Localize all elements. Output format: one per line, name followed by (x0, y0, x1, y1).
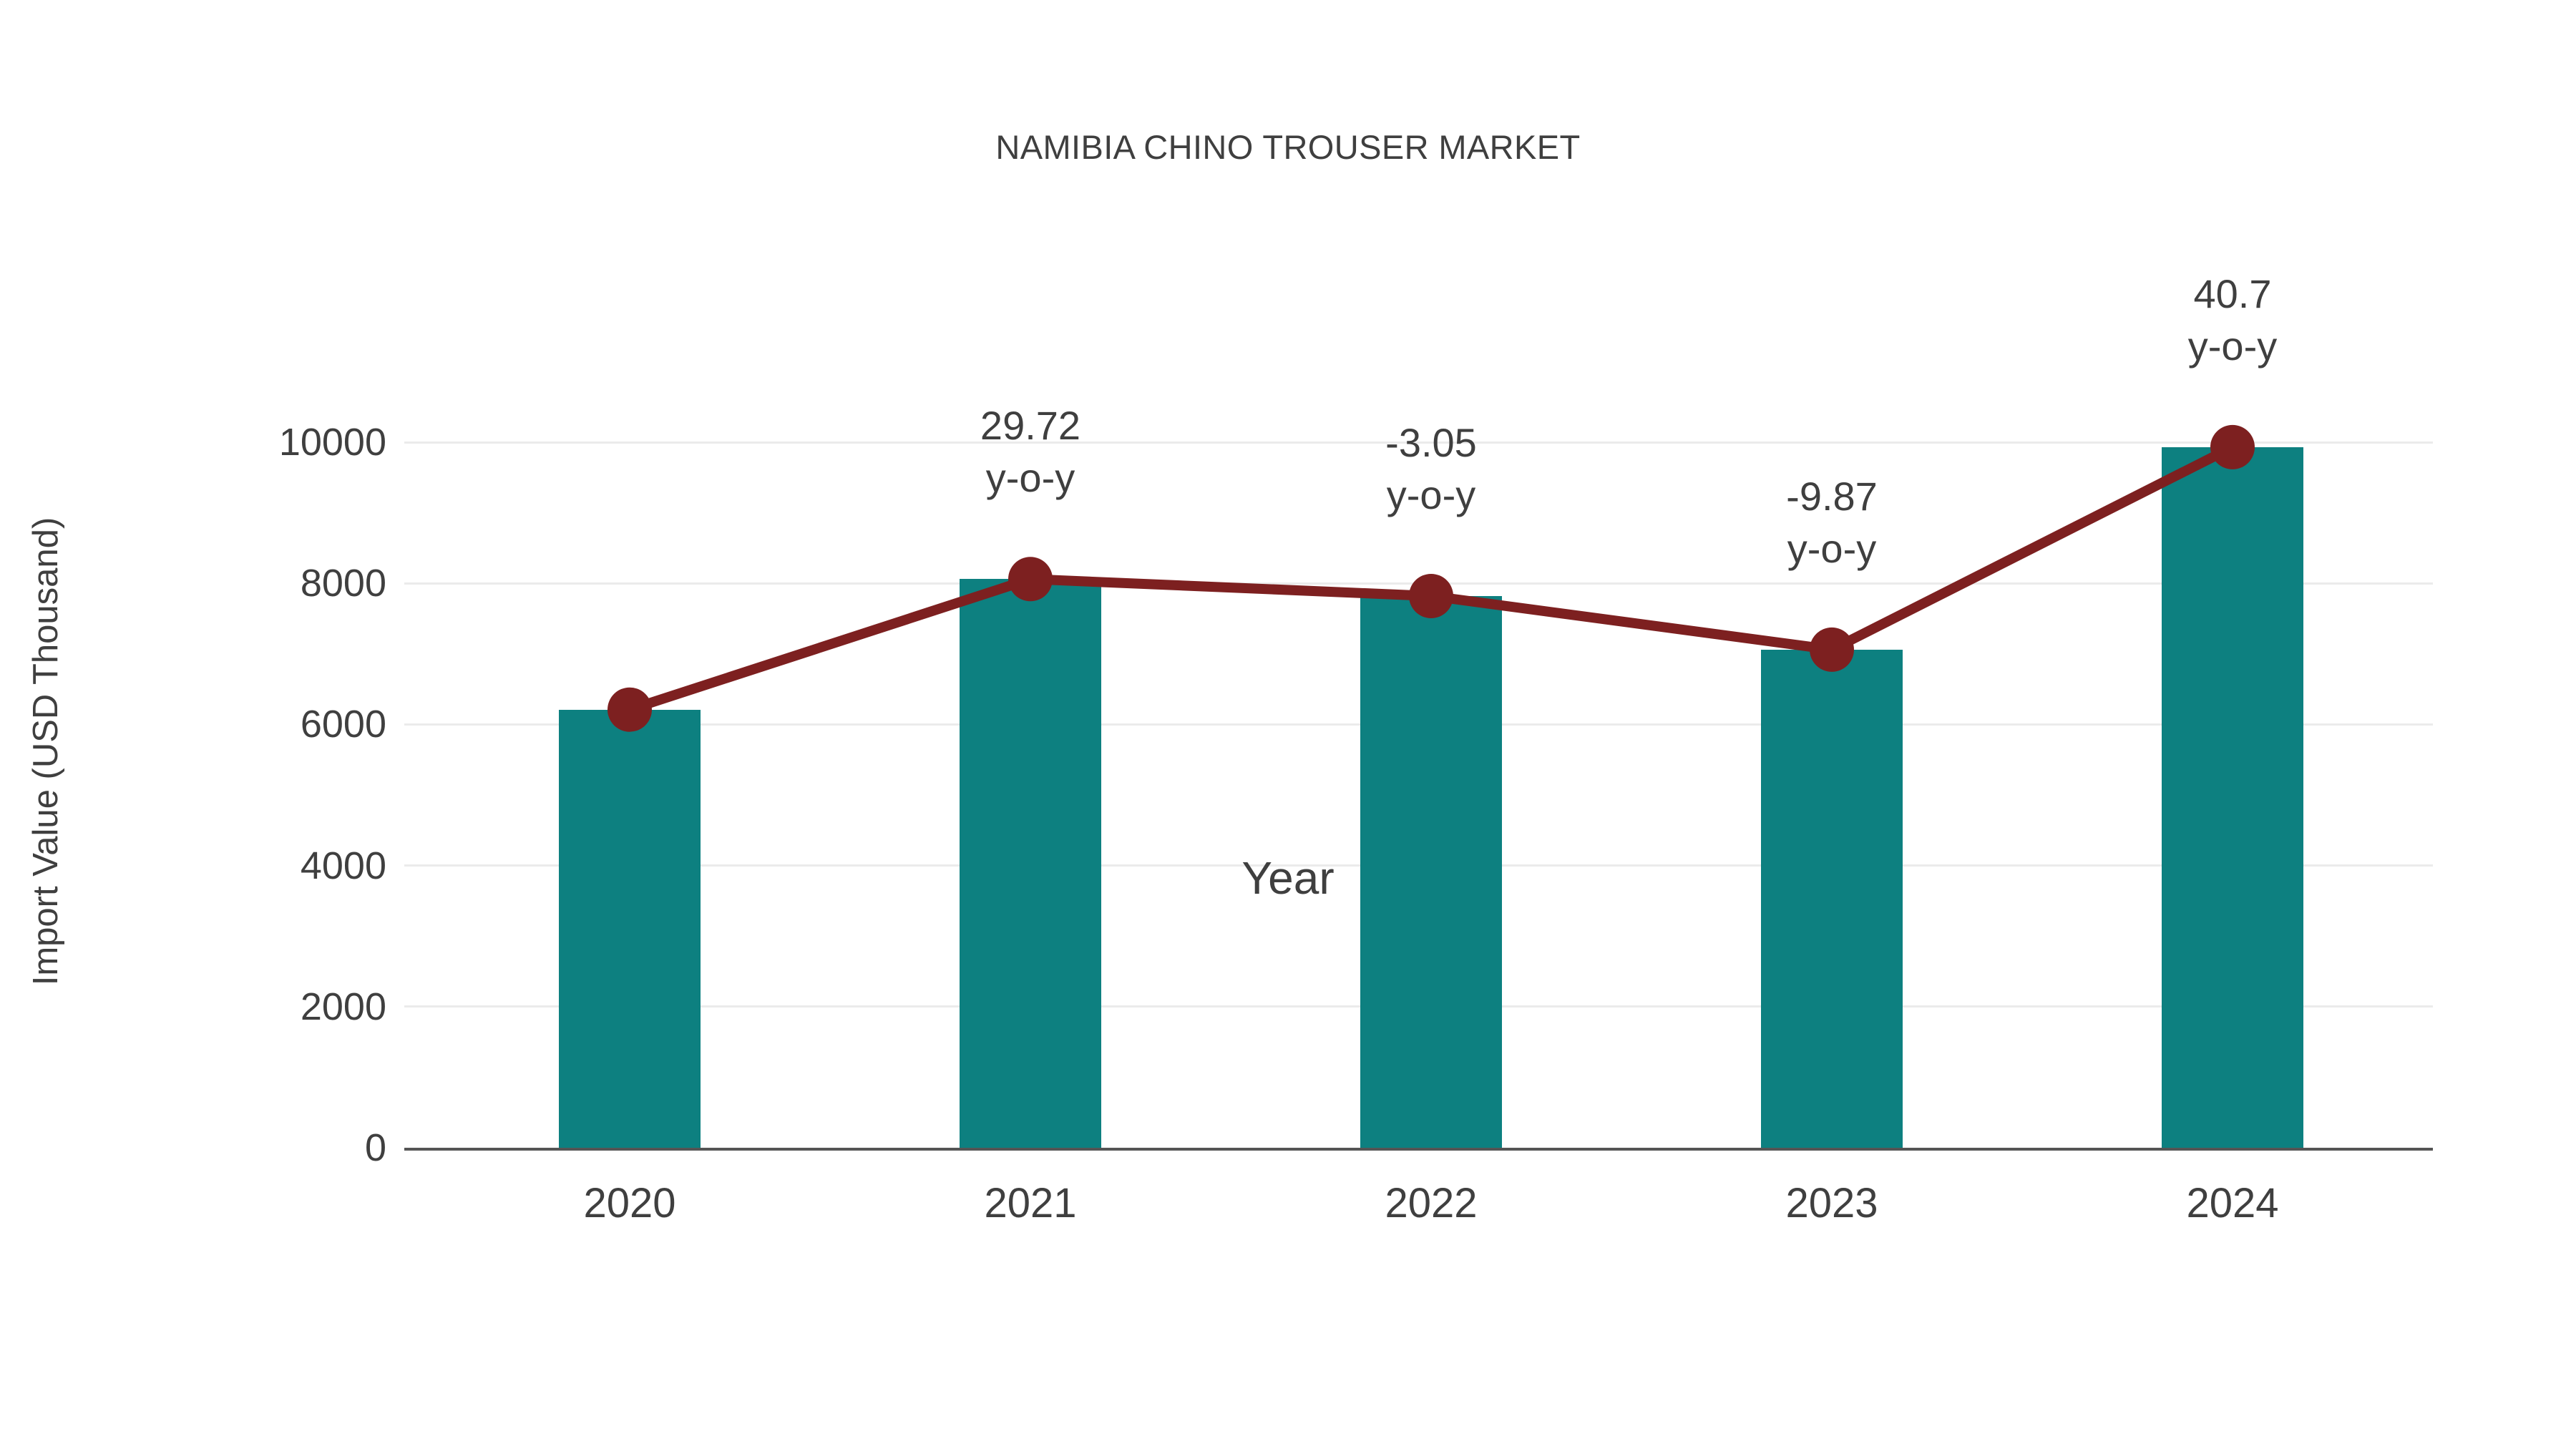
bar[interactable] (559, 709, 701, 1148)
growth-annotation-suffix: y-o-y (985, 455, 1075, 501)
y-axis-tick-label: 6000 (300, 703, 386, 746)
growth-annotation-value: 40.7 (2193, 270, 2272, 316)
x-axis-tick-label: 2023 (1785, 1180, 1878, 1226)
gridline (404, 582, 2433, 585)
y-axis-tick-label: 4000 (300, 844, 386, 887)
growth-annotation-suffix: y-o-y (1386, 472, 1476, 517)
growth-annotation-suffix: y-o-y (2187, 323, 2278, 369)
x-axis-tick-label: 2024 (2186, 1180, 2279, 1226)
x-axis-tick-label: 2020 (583, 1180, 676, 1226)
x-axis-title: Year (1241, 852, 1335, 904)
plot-area: 0 2000 4000 6000 8000 10000 2020 2021 2022 2023 2… (279, 421, 2433, 1226)
x-axis-line (404, 1148, 2433, 1151)
growth-annotation: 29.72 y-o-y (980, 400, 1080, 504)
chart-title: NAMIBIA CHINO TROUSER MARKET (995, 128, 1581, 166)
x-axis-tick-label: 2021 (984, 1180, 1077, 1226)
y-axis-tick-label: 0 (364, 1126, 386, 1169)
y-axis-tick-label: 2000 (300, 985, 386, 1028)
bar[interactable] (2162, 447, 2303, 1148)
bar[interactable] (1761, 649, 1903, 1148)
growth-annotation: -3.05 y-o-y (1385, 417, 1477, 522)
growth-annotation-value: -3.05 (1385, 419, 1477, 465)
growth-annotation-value: 29.72 (980, 403, 1081, 449)
growth-annotation: -9.87 y-o-y (1786, 471, 1878, 575)
y-axis-tick-label: 8000 (300, 562, 386, 605)
x-axis-tick-label: 2022 (1385, 1180, 1478, 1226)
growth-annotation-suffix: y-o-y (1787, 525, 1877, 571)
growth-annotation-value: -9.87 (1786, 473, 1878, 519)
y-axis-tick-label: 10000 (278, 421, 386, 464)
growth-annotation: 40.7 y-o-y (2188, 268, 2277, 373)
